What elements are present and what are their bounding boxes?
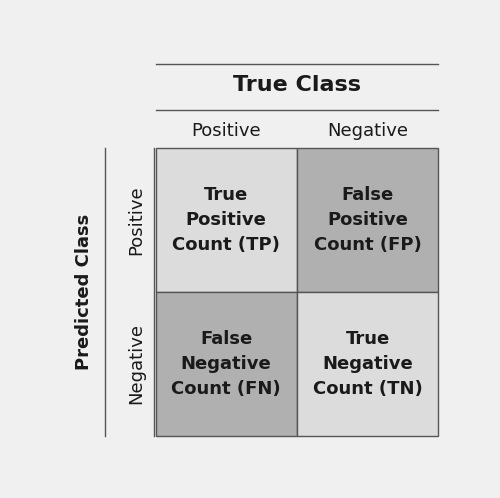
Text: Positive: Positive xyxy=(192,122,261,140)
Text: True
Negative
Count (TN): True Negative Count (TN) xyxy=(313,330,422,397)
Bar xyxy=(156,148,297,292)
Text: Positive: Positive xyxy=(127,185,145,254)
Bar xyxy=(297,148,438,292)
Text: False
Negative
Count (FN): False Negative Count (FN) xyxy=(172,330,281,397)
Bar xyxy=(297,292,438,436)
Text: True Class: True Class xyxy=(233,75,361,95)
Text: Negative: Negative xyxy=(127,323,145,404)
Text: False
Positive
Count (FP): False Positive Count (FP) xyxy=(314,186,422,254)
Text: Predicted Class: Predicted Class xyxy=(75,214,93,370)
Bar xyxy=(156,292,297,436)
Text: Negative: Negative xyxy=(327,122,408,140)
Text: True
Positive
Count (TP): True Positive Count (TP) xyxy=(172,186,280,254)
